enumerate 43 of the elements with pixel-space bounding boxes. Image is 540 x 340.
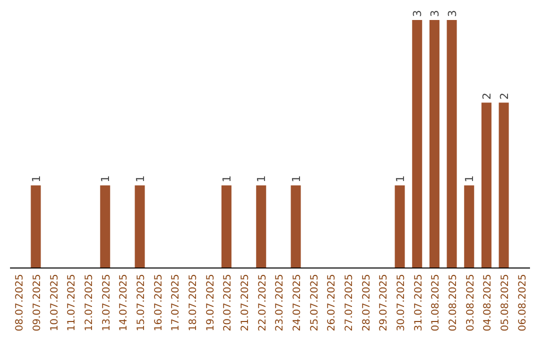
x-tick-label: 24.07.2025 bbox=[292, 274, 303, 332]
x-tick-label: 12.07.2025 bbox=[84, 274, 95, 332]
x-tick-label: 06.08.2025 bbox=[517, 274, 528, 332]
x-tick-label: 02.08.2025 bbox=[448, 274, 459, 332]
data-label: 3 bbox=[446, 10, 459, 17]
x-tick-label: 10.07.2025 bbox=[49, 274, 60, 332]
x-tick-label: 29.07.2025 bbox=[378, 274, 390, 332]
x-tick-label: 14.07.2025 bbox=[118, 274, 130, 332]
data-label: 1 bbox=[255, 175, 268, 182]
data-label: 1 bbox=[134, 175, 147, 182]
x-tick-label: 03.08.2025 bbox=[465, 274, 476, 332]
x-tick-label: 25.07.2025 bbox=[309, 274, 320, 332]
x-tick-label: 04.08.2025 bbox=[482, 274, 494, 332]
x-tick-label: 05.08.2025 bbox=[500, 274, 511, 332]
x-tick-label: 28.07.2025 bbox=[361, 274, 372, 332]
x-tick-label: 27.07.2025 bbox=[344, 274, 355, 332]
x-tick-label: 26.07.2025 bbox=[326, 274, 338, 332]
data-label: 3 bbox=[411, 10, 424, 17]
data-label: 1 bbox=[394, 175, 407, 182]
data-label: 1 bbox=[220, 175, 234, 182]
data-label: 1 bbox=[463, 175, 476, 182]
data-label: 2 bbox=[498, 92, 511, 100]
x-tick-label: 22.07.2025 bbox=[257, 274, 268, 332]
x-tick-label: 21.07.2025 bbox=[240, 274, 251, 332]
x-tick-label: 18.07.2025 bbox=[188, 274, 199, 332]
x-tick-label: 01.08.2025 bbox=[430, 274, 442, 332]
x-tick-label: 23.07.2025 bbox=[274, 274, 286, 332]
x-tick-label: 13.07.2025 bbox=[101, 274, 112, 332]
data-label: 2 bbox=[480, 92, 494, 100]
x-tick-label: 19.07.2025 bbox=[205, 274, 216, 332]
x-tick-label: 16.07.2025 bbox=[153, 274, 164, 332]
x-tick-label: 17.07.2025 bbox=[170, 274, 182, 332]
data-label: 1 bbox=[30, 175, 43, 182]
x-tick-label: 15.07.2025 bbox=[136, 274, 147, 332]
data-label: 1 bbox=[290, 175, 303, 182]
x-tick-label: 11.07.2025 bbox=[66, 274, 78, 332]
x-tick-label: 31.07.2025 bbox=[413, 274, 424, 332]
data-label: 1 bbox=[99, 175, 112, 182]
data-label: 3 bbox=[428, 10, 442, 17]
x-tick-label: 08.07.2025 bbox=[14, 274, 26, 332]
x-tick-label: 09.07.2025 bbox=[32, 274, 43, 332]
x-tick-label: 30.07.2025 bbox=[396, 274, 407, 332]
x-tick-label: 20.07.2025 bbox=[222, 274, 234, 332]
